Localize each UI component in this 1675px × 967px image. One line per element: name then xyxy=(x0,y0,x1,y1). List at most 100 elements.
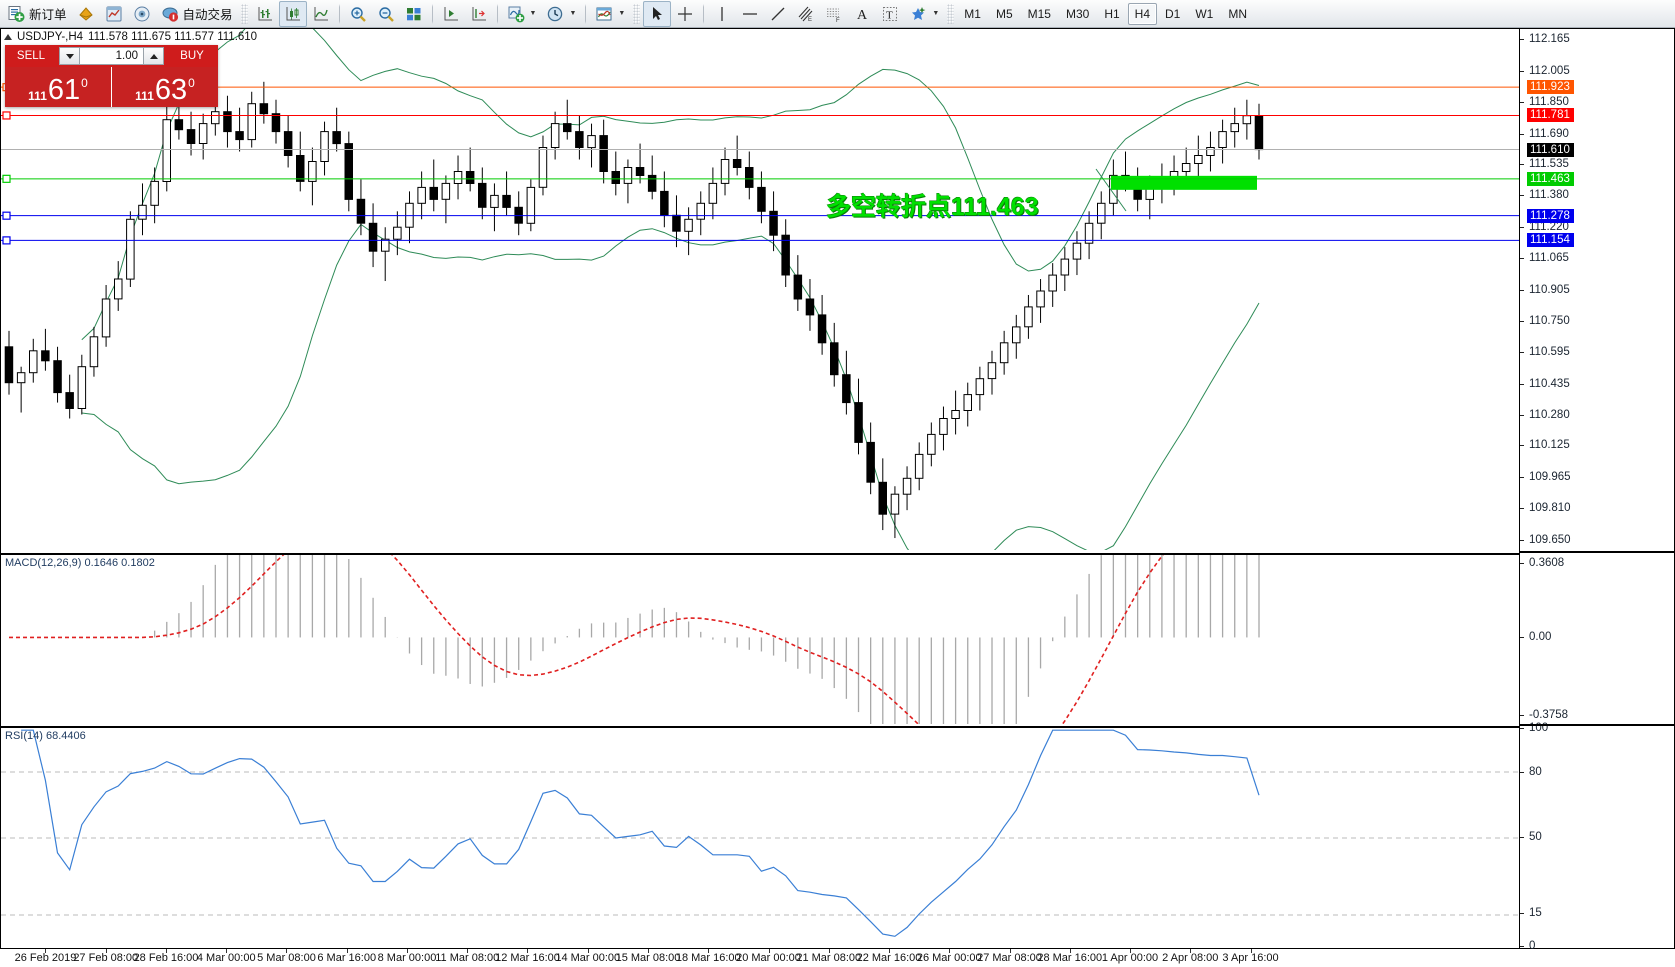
sell-button[interactable]: SELL xyxy=(5,45,57,67)
auto-scroll-icon xyxy=(470,5,488,23)
collapse-icon[interactable] xyxy=(4,34,12,40)
chevron-down-icon xyxy=(65,53,74,59)
timeframe-D1[interactable]: D1 xyxy=(1165,6,1181,21)
toolbar-grip-2[interactable] xyxy=(633,3,641,24)
price-tick: 112.165 xyxy=(1520,33,1570,45)
shapes-icon xyxy=(909,5,927,23)
new-order-button[interactable]: 新订单 xyxy=(2,1,72,27)
candlestick-chart-button[interactable] xyxy=(278,0,307,27)
price-tick: 111.220 xyxy=(1520,221,1569,233)
timeframe-M15[interactable]: M15 xyxy=(1027,6,1051,21)
price-tick: 111.535 xyxy=(1520,158,1569,170)
buy-price-button[interactable]: 111 63 0 xyxy=(112,67,218,107)
price-level-chip[interactable]: 111.463 xyxy=(1527,171,1574,186)
volume-input[interactable]: 1.00 xyxy=(80,47,143,65)
crosshair-icon xyxy=(676,5,694,23)
timeframe-M5[interactable]: M5 xyxy=(995,6,1013,21)
trendline-button[interactable] xyxy=(764,1,792,27)
toolbar-grip-3[interactable] xyxy=(947,3,955,24)
shapes-button[interactable]: ▼ xyxy=(904,1,944,27)
timeframe-H1[interactable]: H1 xyxy=(1104,6,1120,21)
volume-increment-button[interactable] xyxy=(143,47,164,65)
equidistant-channel-icon: E xyxy=(797,5,815,23)
autotrading-label: 自动交易 xyxy=(182,8,233,22)
price-level-chip[interactable]: 111.610 xyxy=(1527,142,1574,157)
line-chart-button[interactable] xyxy=(307,1,335,27)
chart-annotation-text[interactable]: 多空转折点111.463 xyxy=(826,193,1039,221)
tile-windows-button[interactable] xyxy=(400,1,428,27)
rsi-tick: 80 xyxy=(1520,766,1542,778)
sell-price-fraction: 0 xyxy=(81,76,88,90)
fibonacci-button[interactable]: F xyxy=(820,1,848,27)
time-label: 22 Mar 16:00 xyxy=(856,952,922,964)
time-label: 4 Mar 00:00 xyxy=(196,952,256,964)
indicators-caret-icon[interactable]: ▼ xyxy=(529,10,537,17)
price-level-chip[interactable]: 111.154 xyxy=(1527,233,1574,248)
toolbar-grip-1[interactable] xyxy=(240,3,248,24)
indicators-button[interactable]: ▼ xyxy=(502,1,542,27)
period-button[interactable]: ▼ xyxy=(541,1,581,27)
horizontal-line-icon xyxy=(741,5,759,23)
time-label: 3 Apr 16:00 xyxy=(1222,952,1279,964)
time-label: 2 Apr 08:00 xyxy=(1162,952,1219,964)
zoom-in-button[interactable] xyxy=(344,1,372,27)
horizontal-line-button[interactable] xyxy=(736,1,764,27)
timeframe-M1[interactable]: M1 xyxy=(964,6,981,21)
price-tick: 110.905 xyxy=(1520,284,1570,296)
time-label: 26 Mar 00:00 xyxy=(916,952,982,964)
volume-dropdown-button[interactable] xyxy=(59,47,80,65)
shapes-caret-icon[interactable]: ▼ xyxy=(932,10,940,17)
price-pane[interactable]: 多空转折点111.463 xyxy=(1,29,1519,550)
price-tick: 110.595 xyxy=(1520,346,1570,358)
timeframe-M30[interactable]: M30 xyxy=(1065,6,1090,21)
rsi-pane[interactable]: RSI(14) 68.4406 xyxy=(1,726,1519,948)
expert-advisors-button[interactable] xyxy=(72,1,100,27)
templates-button[interactable]: ▼ xyxy=(590,1,630,27)
text-label-button[interactable]: T xyxy=(876,1,904,27)
sell-price-button[interactable]: 111 61 0 xyxy=(5,67,112,107)
price-tick: 111.380 xyxy=(1520,189,1569,201)
price-level-chip[interactable]: 111.278 xyxy=(1527,208,1574,223)
zoom-out-button[interactable] xyxy=(372,1,400,27)
sell-price-main: 61 xyxy=(47,74,81,106)
pane-divider xyxy=(1520,551,1675,553)
bar-chart-button[interactable] xyxy=(251,1,279,27)
equidistant-channel-button[interactable]: E xyxy=(792,1,820,27)
chart-shift-button[interactable] xyxy=(437,1,465,27)
templates-caret-icon[interactable]: ▼ xyxy=(618,10,626,17)
timeframe-MN[interactable]: MN xyxy=(1228,6,1248,21)
rsi-tick: 15 xyxy=(1520,907,1542,919)
toolbar-separator-2 xyxy=(431,3,433,24)
time-label: 27 Feb 08:00 xyxy=(73,952,139,964)
trade-controls-row: SELL 1.00 BUY xyxy=(5,45,218,67)
data-window-button[interactable] xyxy=(100,1,128,27)
timeframe-group: M1 M5 M15 M30 H1 H4 D1 W1 MN xyxy=(957,2,1254,25)
crosshair-button[interactable] xyxy=(671,1,699,27)
macd-label: MACD(12,26,9) 0.1646 0.1802 xyxy=(5,557,155,569)
auto-scroll-button[interactable] xyxy=(465,1,493,27)
vertical-line-button[interactable] xyxy=(708,1,736,27)
timeframe-W1[interactable]: W1 xyxy=(1195,6,1214,21)
svg-text:A: A xyxy=(857,8,868,23)
fibonacci-icon: F xyxy=(825,5,843,23)
rsi-label: RSI(14) 68.4406 xyxy=(5,730,86,742)
time-label: 27 Mar 08:00 xyxy=(977,952,1042,964)
text-button[interactable]: A xyxy=(848,1,876,27)
autotrading-button[interactable]: 自动交易 xyxy=(156,1,238,27)
time-label: 15 Mar 08:00 xyxy=(615,952,681,964)
navigator-button[interactable] xyxy=(128,1,156,27)
buy-button[interactable]: BUY xyxy=(166,45,218,67)
price-level-chip[interactable]: 111.781 xyxy=(1527,108,1574,123)
candlestick-chart-icon xyxy=(284,5,302,23)
autotrading-icon xyxy=(161,5,179,23)
price-scale[interactable]: 112.165 112.005 111.850 111.690 111.535 111.3… xyxy=(1519,29,1675,952)
trendline-icon xyxy=(769,5,787,23)
timeframe-H4[interactable]: H4 xyxy=(1127,2,1157,25)
macd-pane[interactable]: MACD(12,26,9) 0.1646 0.1802 xyxy=(1,553,1519,724)
symbol-title: USDJPY-,H4 xyxy=(17,31,84,43)
price-level-chip[interactable]: 111.923 xyxy=(1527,80,1574,95)
price-tick: 110.750 xyxy=(1520,315,1570,327)
cursor-button[interactable] xyxy=(643,0,672,27)
time-axis[interactable]: 26 Feb 2019 27 Feb 08:00 28 Feb 16:00 4 Mar… xyxy=(1,948,1519,967)
period-caret-icon[interactable]: ▼ xyxy=(569,10,577,17)
